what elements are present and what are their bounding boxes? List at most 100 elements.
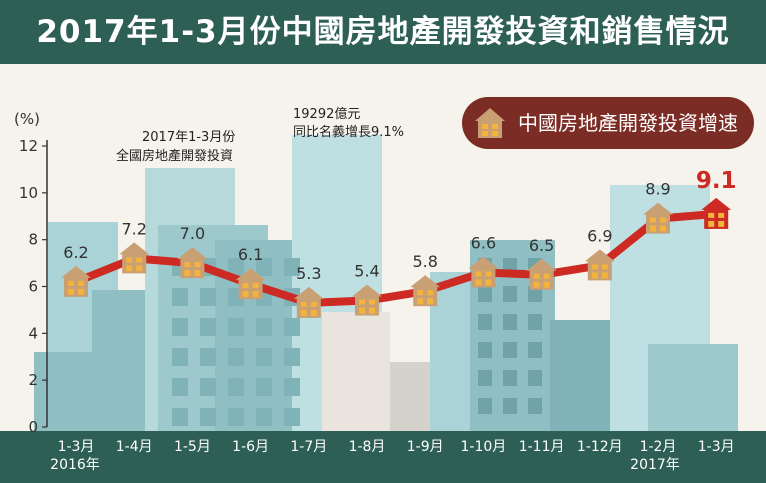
page-title: 2017年1-3月份中國房地產開發投資和銷售情況 bbox=[36, 14, 730, 50]
background-window bbox=[172, 288, 188, 306]
background-window bbox=[256, 348, 272, 366]
background-window bbox=[256, 258, 272, 276]
annotation-investment-line1: 2017年1-3月份 bbox=[142, 130, 235, 145]
x-tick-label: 1-9月 bbox=[407, 439, 444, 455]
background-window bbox=[256, 318, 272, 336]
legend-label: 中國房地產開發投資增速 bbox=[518, 111, 738, 135]
x-tick-label: 1-3月 bbox=[58, 439, 95, 455]
background-window bbox=[503, 398, 517, 414]
data-point-house-icon bbox=[119, 242, 150, 274]
background-window bbox=[228, 378, 244, 396]
background-window bbox=[284, 408, 300, 426]
background-window bbox=[256, 408, 272, 426]
x-axis-band bbox=[0, 431, 766, 483]
background-window bbox=[478, 398, 492, 414]
background-window bbox=[200, 318, 216, 336]
background-window bbox=[228, 258, 244, 276]
data-point-house-icon bbox=[235, 268, 266, 300]
background-window bbox=[200, 348, 216, 366]
data-label: 5.3 bbox=[296, 264, 321, 283]
background-building bbox=[550, 320, 620, 431]
background-window bbox=[200, 408, 216, 426]
x-tick-label: 1-7月 bbox=[290, 439, 327, 455]
y-tick-label: 2 bbox=[28, 371, 38, 389]
background-window bbox=[172, 408, 188, 426]
background-window bbox=[284, 318, 300, 336]
background-window bbox=[528, 286, 542, 302]
x-axis-labels: 1-3月 1-4月 1-5月 1-6月 1-7月 1-8月 1-9月 1-10月 1-11月 1-… bbox=[50, 439, 734, 473]
background-window bbox=[228, 318, 244, 336]
annotation-investment-line2: 全國房地產開發投資 bbox=[116, 148, 233, 164]
background-building bbox=[34, 352, 139, 431]
background-window bbox=[503, 370, 517, 386]
data-point-house-icon bbox=[61, 265, 91, 297]
background-window bbox=[284, 258, 300, 276]
data-point-house-icon bbox=[526, 258, 557, 290]
y-axis-label: (%) bbox=[14, 110, 40, 128]
y-tick-label: 12 bbox=[19, 137, 38, 155]
x-tick-label: 1-5月 bbox=[174, 439, 211, 455]
header-bar bbox=[0, 0, 766, 64]
data-point-house-icon bbox=[352, 284, 382, 316]
x-tick-label: 1-2月 bbox=[640, 439, 677, 455]
background-window bbox=[503, 314, 517, 330]
data-point-house-icon bbox=[177, 247, 208, 279]
background-window bbox=[478, 314, 492, 330]
x-year-label: 2017年 bbox=[630, 457, 680, 473]
data-label: 5.4 bbox=[354, 262, 379, 281]
data-label: 7.2 bbox=[121, 219, 146, 238]
background-window bbox=[503, 342, 517, 358]
background-window bbox=[284, 378, 300, 396]
y-tick-label: 0 bbox=[28, 418, 38, 436]
data-label: 5.8 bbox=[412, 252, 437, 271]
data-label: 9.1 bbox=[696, 168, 737, 194]
x-tick-label: 1-11月 bbox=[519, 439, 565, 455]
background-window bbox=[256, 378, 272, 396]
data-label: 6.2 bbox=[63, 243, 88, 262]
data-labels: 6.2 7.2 7.0 6.1 5.3 5.4 5.8 6.6 6.5 6.9 8.9 9.1 bbox=[63, 168, 736, 283]
background-window bbox=[284, 348, 300, 366]
background-window bbox=[200, 378, 216, 396]
data-markers bbox=[61, 197, 732, 318]
data-label: 7.0 bbox=[180, 224, 205, 243]
x-tick-label: 1-6月 bbox=[232, 439, 269, 455]
data-point-house-icon bbox=[410, 275, 441, 307]
background-building bbox=[322, 312, 390, 431]
data-point-house-icon bbox=[468, 256, 499, 288]
background-window bbox=[478, 286, 492, 302]
data-label: 6.6 bbox=[471, 233, 496, 252]
background-window bbox=[478, 370, 492, 386]
annotation-amount-line2: 同比名義增長9.1% bbox=[293, 124, 404, 140]
background-window bbox=[478, 342, 492, 358]
data-point-house-icon bbox=[584, 249, 615, 281]
x-tick-label: 1-10月 bbox=[461, 439, 507, 455]
house-icon bbox=[475, 108, 505, 138]
background-window bbox=[172, 318, 188, 336]
background-window bbox=[528, 314, 542, 330]
legend-badge: 中國房地產開發投資增速 bbox=[462, 97, 754, 149]
x-year-label: 2016年 bbox=[50, 457, 100, 473]
data-point-house-icon bbox=[643, 202, 673, 234]
y-tick-label: 6 bbox=[28, 278, 38, 296]
city-background bbox=[34, 135, 738, 431]
background-window bbox=[503, 286, 517, 302]
data-label: 6.1 bbox=[238, 245, 263, 264]
x-tick-label: 1-4月 bbox=[116, 439, 153, 455]
data-label: 6.9 bbox=[587, 226, 612, 245]
y-axis: (%) 0 2 4 6 8 10 12 bbox=[14, 110, 48, 436]
background-window bbox=[172, 348, 188, 366]
background-building bbox=[648, 344, 738, 431]
data-point-house-icon bbox=[701, 197, 732, 229]
background-window bbox=[528, 398, 542, 414]
y-tick-label: 8 bbox=[28, 231, 38, 249]
background-window bbox=[528, 370, 542, 386]
x-tick-label: 1-3月 bbox=[698, 439, 735, 455]
data-point-house-icon bbox=[293, 286, 324, 318]
data-label: 8.9 bbox=[645, 180, 670, 199]
x-tick-label: 1-8月 bbox=[349, 439, 386, 455]
background-window bbox=[528, 342, 542, 358]
background-window bbox=[172, 378, 188, 396]
x-tick-label: 1-12月 bbox=[577, 439, 623, 455]
background-window bbox=[228, 408, 244, 426]
